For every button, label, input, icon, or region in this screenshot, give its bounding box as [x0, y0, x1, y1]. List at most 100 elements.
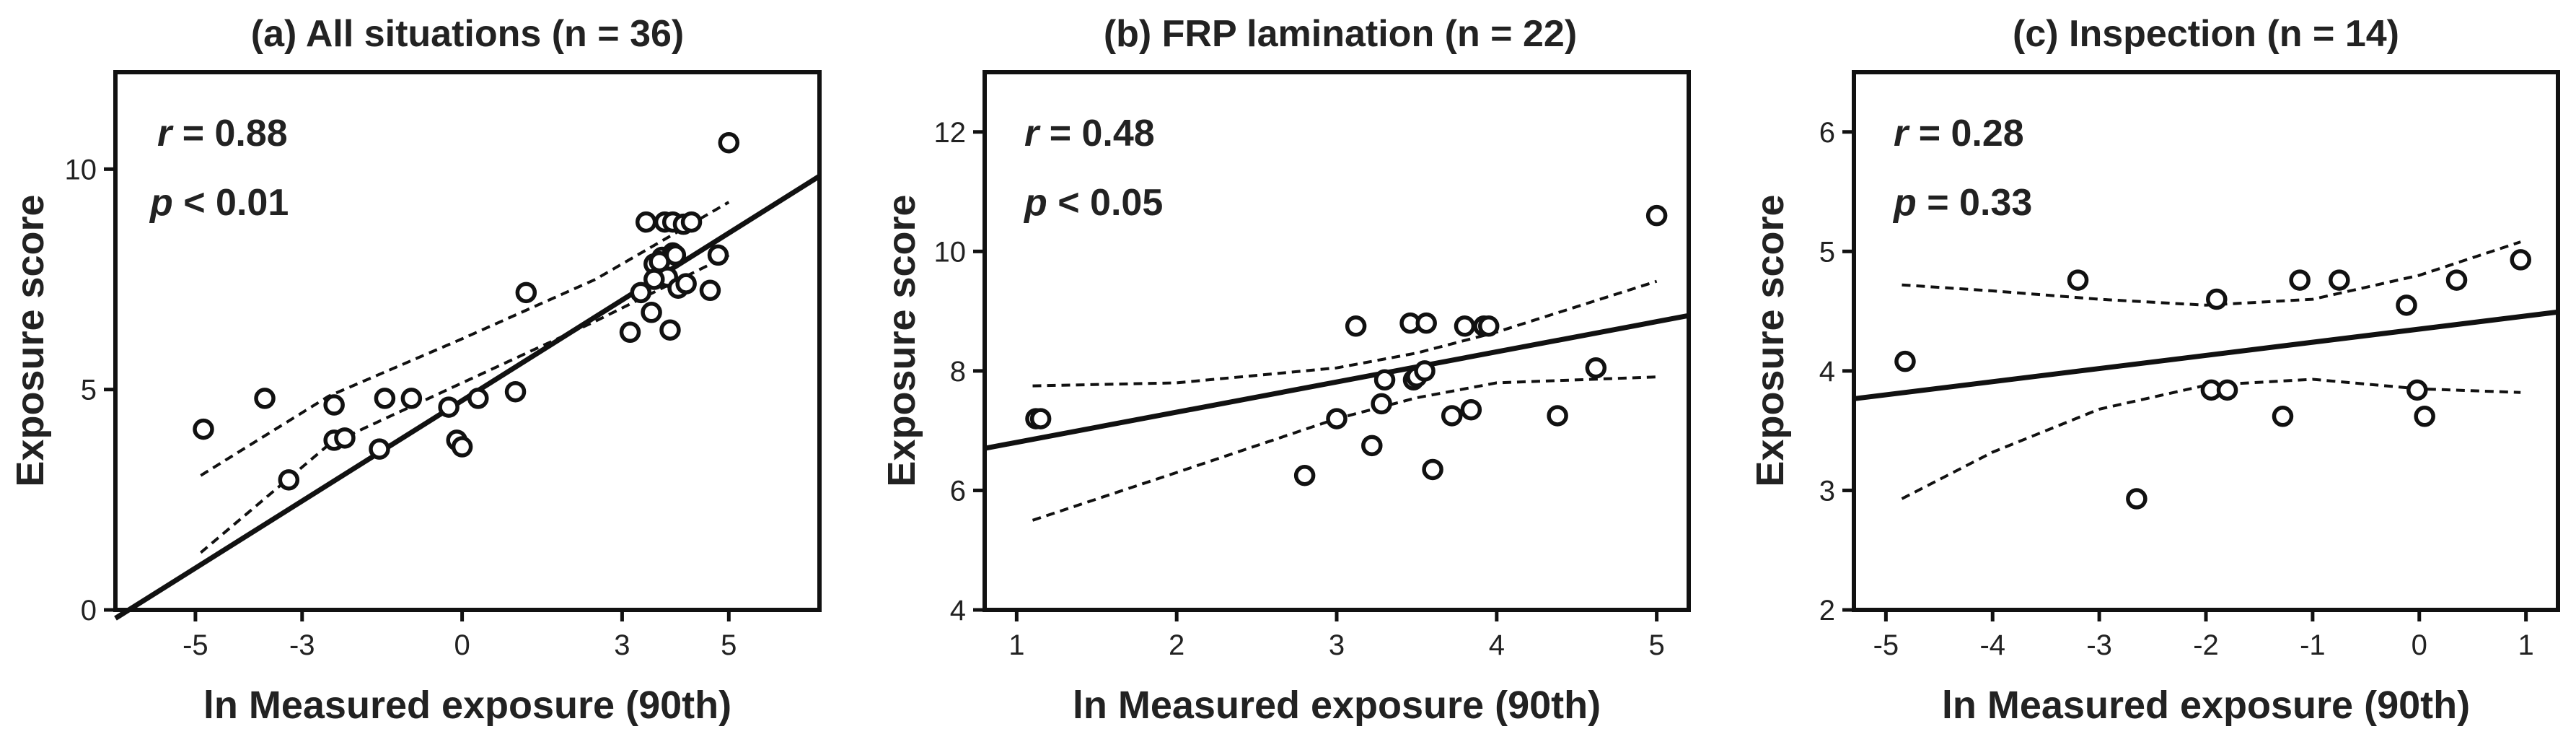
x-tick-label: -5 [183, 629, 208, 661]
data-point [2329, 269, 2350, 291]
r-statistic: r = 0.28 [1894, 113, 2024, 154]
panel-c: (c) Inspection (n = 14) -5 -4 -3 -2 -1 0 1 2 3 4 5… [1749, 13, 2560, 727]
data-point [664, 244, 687, 266]
x-tick-label: 1 [2518, 629, 2534, 661]
data-point [1029, 408, 1052, 429]
x-tick-label: 5 [721, 629, 737, 661]
panel-title: (a) All situations (n = 36) [251, 13, 685, 55]
fit-line [1853, 309, 2559, 401]
data-point [438, 396, 460, 418]
data-point [1371, 393, 1392, 415]
x-tick-label: -3 [289, 629, 315, 661]
data-point [451, 436, 473, 458]
data-point [1361, 435, 1383, 457]
x-tick-label: 3 [1329, 629, 1345, 661]
data-point [2272, 406, 2294, 427]
data-point [659, 319, 681, 341]
confidence-bands [1901, 240, 2521, 500]
y-axis-label: Exposure score [9, 194, 52, 486]
data-point [1441, 405, 1463, 427]
data-point [1477, 315, 1500, 337]
y-tick-label: 2 [1819, 595, 1835, 627]
x-tick-label: -2 [2193, 629, 2219, 661]
plot-frame [113, 70, 822, 612]
ci-upper-line [200, 201, 730, 477]
data-point [680, 211, 703, 233]
y-tick-label: 5 [81, 375, 97, 406]
x-axis-label: ln Measured exposure (90th) [1073, 684, 1601, 727]
x-tick-label: -4 [1979, 629, 2005, 661]
x-tick-label: 0 [2412, 629, 2427, 661]
data-point [2126, 488, 2148, 510]
data-point [369, 438, 390, 460]
data-point [2396, 294, 2417, 316]
y-tick-label: 6 [1819, 117, 1835, 149]
y-tick-label: 0 [81, 595, 97, 627]
data-point [334, 427, 356, 449]
y-tick-label: 10 [934, 236, 967, 268]
fit-line [114, 174, 821, 621]
y-tick-label: 8 [950, 356, 966, 388]
confidence-bands [1032, 279, 1658, 522]
data-point [2414, 406, 2435, 427]
data-point [619, 321, 641, 344]
data-point [2216, 379, 2238, 401]
data-point [1326, 408, 1348, 429]
data-point [1894, 350, 1916, 372]
data-point [718, 131, 740, 154]
data-point [1345, 315, 1367, 337]
x-tick-label: 2 [1169, 629, 1184, 661]
data-point [1547, 405, 1568, 427]
data-point [400, 388, 423, 409]
regression-line [114, 174, 821, 621]
y-tick-label: 4 [950, 595, 966, 627]
data-point [630, 281, 652, 304]
x-tick-label: 5 [1649, 629, 1665, 661]
data-point [1454, 315, 1476, 337]
panel-b: (b) FRP lamination (n = 22) 1 2 3 4 54681012… [880, 13, 1691, 727]
data-point [699, 279, 721, 302]
r-statistic: r = 0.48 [1024, 113, 1155, 154]
x-tick-label: 4 [1489, 629, 1505, 661]
data-point [635, 211, 657, 233]
data-point [2406, 379, 2428, 401]
x-tick-label: 1 [1008, 629, 1024, 661]
ci-upper-line [1032, 279, 1658, 388]
panel-a: (a) All situations (n = 36) -5 -3 0 3 50510 … [9, 13, 822, 727]
y-tick-label: 6 [950, 475, 966, 507]
p-statistic: p < 0.05 [1023, 182, 1163, 224]
data-points [1894, 249, 2531, 510]
y-tick-label: 4 [1819, 356, 1835, 388]
data-point [515, 281, 537, 304]
ticks: -5 -4 -3 -2 -1 0 1 2 3 4 5 6 [1819, 117, 2534, 661]
ci-lower-line [200, 253, 730, 554]
x-axis-label: ln Measured exposure (90th) [203, 684, 731, 727]
ticks: -5 -3 0 3 5 0 5 10 [65, 154, 737, 661]
data-point [254, 388, 276, 409]
p-statistic: p = 0.33 [1892, 182, 2032, 224]
y-axis-label: Exposure score [880, 194, 923, 486]
data-point [2067, 269, 2089, 291]
y-tick-label: 3 [1819, 475, 1835, 507]
x-tick-label: 0 [454, 629, 470, 661]
y-tick-label: 5 [1819, 236, 1835, 268]
ci-lower-line [1032, 375, 1657, 522]
panel-title: (c) Inspection (n = 14) [2013, 13, 2399, 55]
data-point [1414, 360, 1436, 382]
data-point [2289, 269, 2311, 291]
data-point [1645, 204, 1668, 227]
data-point [467, 388, 489, 409]
data-point [707, 244, 729, 266]
data-point [2206, 288, 2228, 310]
data-point [641, 302, 662, 323]
data-point [1373, 369, 1396, 391]
data-point [193, 418, 214, 440]
data-point [278, 469, 300, 491]
data-point [504, 380, 527, 403]
data-point [1422, 458, 1443, 481]
y-tick-label: 12 [934, 117, 967, 149]
x-tick-label: 3 [614, 629, 630, 661]
data-points [1025, 204, 1668, 486]
data-point [374, 388, 396, 409]
